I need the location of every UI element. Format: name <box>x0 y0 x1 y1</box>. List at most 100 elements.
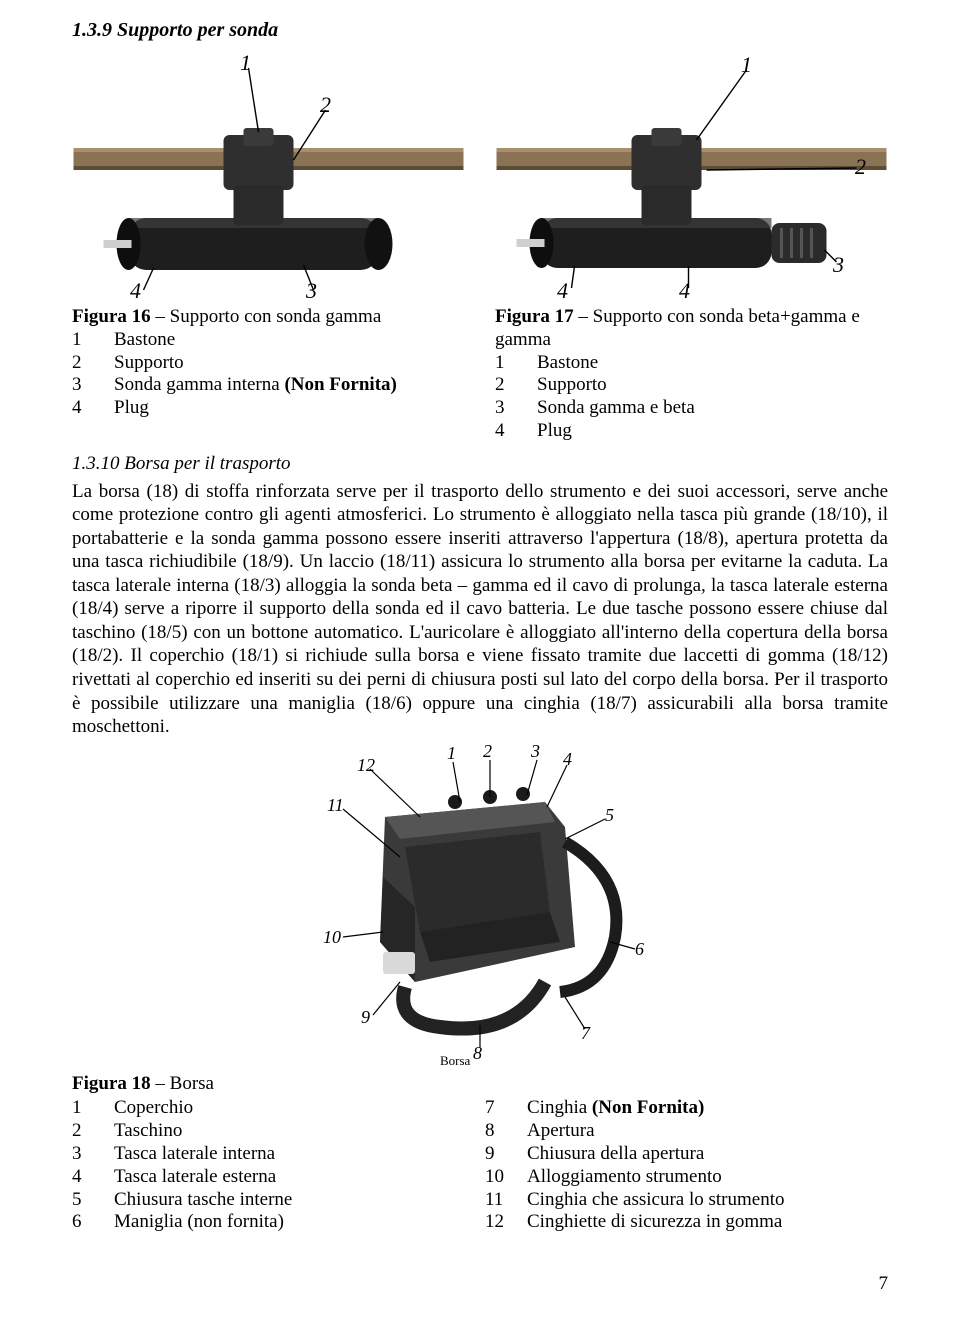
fig16-leg-1: 1Bastone <box>72 329 465 352</box>
fig17-leg-2-n: 2 <box>495 374 537 397</box>
section-heading: 1.3.9 Supporto per sonda <box>72 18 888 42</box>
fig18-leg-r6-n: 12 <box>485 1211 527 1234</box>
fig18-leg-l3-t: Tasca laterale interna <box>114 1143 275 1166</box>
figure-18: 1 2 3 4 5 6 7 8 9 10 11 12 Borsa <box>265 747 695 1067</box>
fig16-leg-3-t-bold: (Non Fornita) <box>280 374 397 395</box>
figure-16-svg <box>72 50 465 300</box>
fig17-leg-3-t: Sonda gamma e beta <box>537 397 695 420</box>
fig16-leg-2: 2Supporto <box>72 352 465 375</box>
fig18-leg-r5: 11Cinghia che assicura lo strumento <box>485 1189 888 1212</box>
fig18-callout-2: 2 <box>483 741 492 763</box>
fig17-callout-2: 2 <box>855 154 866 180</box>
fig18-leg-l3: 3Tasca laterale interna <box>72 1143 475 1166</box>
fig16-leg-1-n: 1 <box>72 329 114 352</box>
figure-18-wrap: 1 2 3 4 5 6 7 8 9 10 11 12 Borsa <box>72 747 888 1067</box>
fig18-callout-7: 7 <box>581 1023 590 1045</box>
fig17-leg-2-t: Supporto <box>537 374 607 397</box>
fig17-callout-1: 1 <box>741 52 752 78</box>
fig18-leg-l4: 4Tasca laterale esterna <box>72 1166 475 1189</box>
figure-16-caption-prefix: Figura 16 <box>72 306 151 327</box>
fig17-leg-3: 3Sonda gamma e beta <box>495 397 888 420</box>
fig16-leg-2-t: Supporto <box>114 352 184 375</box>
fig18-leg-r5-n: 11 <box>485 1189 527 1212</box>
fig18-leg-l4-t: Tasca laterale esterna <box>114 1166 276 1189</box>
fig18-leg-l1: 1Coperchio <box>72 1097 475 1120</box>
fig16-callout-3: 3 <box>306 278 317 304</box>
figure-18-legend-left: 1Coperchio 2Taschino 3Tasca laterale int… <box>72 1097 475 1234</box>
figure-18-legend-right: 7 Cinghia (Non Fornita) 8Apertura 9Chius… <box>485 1097 888 1234</box>
fig16-leg-3-t-plain: Sonda gamma interna <box>114 374 280 395</box>
fig16-leg-3: 3Sonda gamma interna (Non Fornita) <box>72 374 465 397</box>
paragraph-1310: La borsa (18) di stoffa rinforzata serve… <box>72 480 888 739</box>
figure-18-caption-prefix: Figura 18 <box>72 1073 151 1094</box>
fig18-leg-l3-n: 3 <box>72 1143 114 1166</box>
fig18-leg-l5-n: 5 <box>72 1189 114 1212</box>
fig17-callout-3: 3 <box>833 252 844 278</box>
fig16-leg-1-t: Bastone <box>114 329 175 352</box>
fig18-leg-r4-t: Alloggiamento strumento <box>527 1166 722 1189</box>
fig18-leg-l2-n: 2 <box>72 1120 114 1143</box>
fig18-leg-l6-t: Maniglia (non fornita) <box>114 1211 284 1234</box>
figure-17-svg <box>495 50 888 300</box>
fig17-leg-3-n: 3 <box>495 397 537 420</box>
figure-18-caption: Figura 18 – Borsa <box>72 1073 888 1096</box>
fig18-leg-r4-n: 10 <box>485 1166 527 1189</box>
fig16-leg-4-t: Plug <box>114 397 149 420</box>
fig16-leg-4-n: 4 <box>72 397 114 420</box>
fig18-leg-l1-n: 1 <box>72 1097 114 1120</box>
page-number: 7 <box>879 1273 889 1296</box>
fig18-leg-r2-t: Apertura <box>527 1120 595 1143</box>
figure-18-caption-rest: – Borsa <box>151 1073 214 1094</box>
fig18-leg-l2-t: Taschino <box>114 1120 182 1143</box>
fig18-callout-12: 12 <box>357 755 375 777</box>
fig16-callout-2: 2 <box>320 92 331 118</box>
figure-16-caption: Figura 16 – Supporto con sonda gamma <box>72 306 465 329</box>
figure-16-caption-rest: – Supporto con sonda gamma <box>151 306 382 327</box>
fig18-leg-l6-n: 6 <box>72 1211 114 1234</box>
fig16-leg-3-n: 3 <box>72 374 114 397</box>
fig18-leg-l1-t: Coperchio <box>114 1097 193 1120</box>
captions-row: Figura 16 – Supporto con sonda gamma 1Ba… <box>72 306 888 443</box>
fig18-small-label: Borsa <box>440 1053 470 1069</box>
fig18-leg-r1-t-plain: Cinghia <box>527 1097 587 1118</box>
fig18-callout-4: 4 <box>563 749 572 771</box>
fig18-leg-r1-t: Cinghia (Non Fornita) <box>527 1097 704 1120</box>
fig18-leg-r3-n: 9 <box>485 1143 527 1166</box>
fig18-leg-r5-t: Cinghia che assicura lo strumento <box>527 1189 785 1212</box>
fig18-callout-5: 5 <box>605 805 614 827</box>
fig18-leg-r2-n: 8 <box>485 1120 527 1143</box>
fig18-callout-8: 8 <box>473 1043 482 1065</box>
fig16-callout-4: 4 <box>130 278 141 304</box>
fig18-leg-r3: 9Chiusura della apertura <box>485 1143 888 1166</box>
subsection-heading: 1.3.10 Borsa per il trasporto <box>72 453 888 476</box>
fig16-leg-3-t: Sonda gamma interna (Non Fornita) <box>114 374 397 397</box>
fig18-leg-r6-t: Cinghiette di sicurezza in gomma <box>527 1211 782 1234</box>
fig18-leg-r1-n: 7 <box>485 1097 527 1120</box>
fig17-leg-4: 4Plug <box>495 420 888 443</box>
fig18-callout-6: 6 <box>635 939 644 961</box>
fig16-callout-1: 1 <box>240 50 251 76</box>
fig18-leg-r3-t: Chiusura della apertura <box>527 1143 704 1166</box>
fig17-leg-2: 2 Supporto <box>495 374 888 397</box>
fig18-leg-r1-t-bold: (Non Fornita) <box>587 1097 704 1118</box>
figure-17-caption-prefix: Figura 17 <box>495 306 574 327</box>
fig18-callout-3: 3 <box>531 741 540 763</box>
fig18-leg-l5-t: Chiusura tasche interne <box>114 1189 292 1212</box>
fig16-leg-2-n: 2 <box>72 352 114 375</box>
fig18-leg-l2: 2Taschino <box>72 1120 475 1143</box>
figure-16-caption-col: Figura 16 – Supporto con sonda gamma 1Ba… <box>72 306 465 443</box>
fig18-leg-r2: 8Apertura <box>485 1120 888 1143</box>
figure-17: 1 2 3 4 4 <box>495 50 888 300</box>
fig17-leg-1: 1Bastone <box>495 352 888 375</box>
figure-18-legend: 1Coperchio 2Taschino 3Tasca laterale int… <box>72 1097 888 1234</box>
fig18-leg-r1: 7 Cinghia (Non Fornita) <box>485 1097 888 1120</box>
fig16-leg-4: 4Plug <box>72 397 465 420</box>
fig17-leg-1-n: 1 <box>495 352 537 375</box>
fig18-callout-9: 9 <box>361 1007 370 1029</box>
fig18-leg-l6: 6Maniglia (non fornita) <box>72 1211 475 1234</box>
fig18-leg-r4: 10Alloggiamento strumento <box>485 1166 888 1189</box>
figure-16: 1 2 3 4 <box>72 50 465 300</box>
figure-row-16-17: 1 2 3 4 <box>72 50 888 300</box>
fig17-leg-1-t: Bastone <box>537 352 598 375</box>
fig17-callout-4: 4 <box>557 278 568 304</box>
